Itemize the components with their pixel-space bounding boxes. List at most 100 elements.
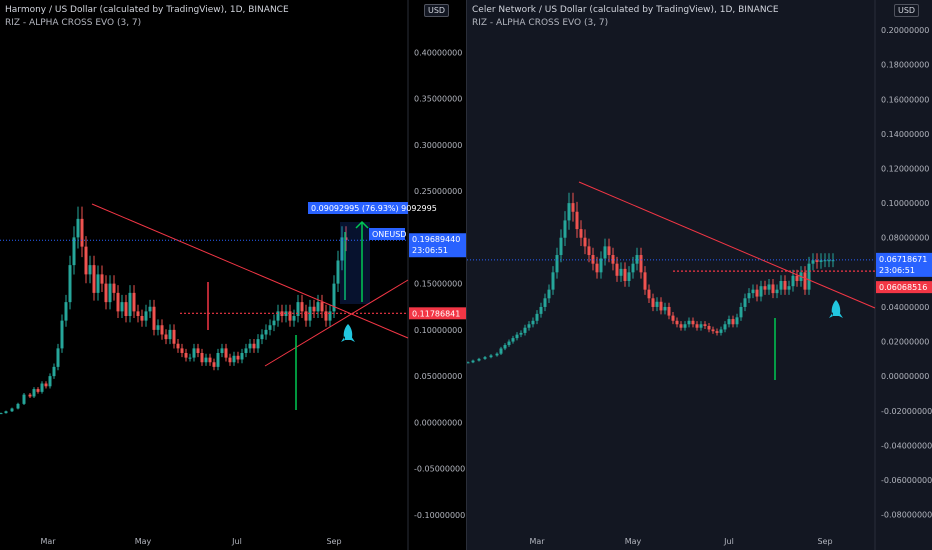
candle-body bbox=[156, 325, 160, 330]
candle-body bbox=[56, 348, 60, 367]
chart-legend-right: Celer Network / US Dollar (calculated by… bbox=[472, 4, 779, 30]
candle-body bbox=[595, 263, 599, 273]
candle-body bbox=[767, 284, 771, 290]
y-tick-label: 0.00000000 bbox=[881, 372, 929, 381]
candle-body bbox=[519, 332, 523, 335]
candle-body bbox=[76, 218, 80, 238]
candle-body bbox=[292, 316, 296, 321]
candle-body bbox=[84, 246, 88, 275]
candle-body bbox=[228, 357, 232, 363]
candle-body bbox=[100, 274, 104, 284]
candle-body bbox=[192, 348, 196, 358]
candle-body bbox=[344, 237, 348, 241]
candle-body bbox=[635, 255, 639, 264]
candle-body bbox=[603, 246, 607, 259]
candle-body bbox=[296, 302, 300, 316]
candle-body bbox=[276, 311, 280, 321]
candle-body bbox=[623, 268, 627, 281]
candle-body bbox=[36, 389, 40, 392]
candle-body bbox=[188, 357, 192, 359]
candle-body bbox=[627, 272, 631, 281]
y-tick-label: -0.05000000 bbox=[414, 465, 465, 474]
candle-body bbox=[599, 258, 603, 273]
candle-body bbox=[312, 306, 316, 312]
candle-body bbox=[88, 265, 92, 275]
candle-body bbox=[224, 348, 228, 358]
candle-body bbox=[32, 389, 36, 397]
current-price-tag bbox=[876, 252, 932, 277]
candle-body bbox=[643, 272, 647, 290]
candle-body bbox=[184, 353, 188, 358]
candle-body bbox=[477, 358, 481, 361]
candle-body bbox=[531, 320, 535, 325]
symbol-label: ONEUSD bbox=[372, 230, 406, 239]
candle-body bbox=[815, 260, 819, 262]
currency-button[interactable]: USD bbox=[424, 4, 450, 17]
candle-body bbox=[563, 220, 567, 238]
y-tick-label: 0.16000000 bbox=[881, 95, 929, 104]
chart-canvas-right[interactable]: 0.20000000 0.18000000 0.16000000 0.14000000… bbox=[467, 0, 932, 550]
level-price-tag bbox=[409, 307, 466, 320]
chart-panel-left[interactable]: Harmony / US Dollar (calculated by Tradi… bbox=[0, 0, 466, 550]
candle-body bbox=[28, 394, 32, 397]
candle-body bbox=[96, 274, 100, 293]
x-tick-label: Sep bbox=[817, 537, 832, 546]
candle-body bbox=[196, 348, 200, 353]
candle-body bbox=[112, 283, 116, 293]
y-tick-label: 0.02000000 bbox=[881, 338, 929, 347]
candle-body bbox=[300, 302, 304, 312]
candle-body bbox=[747, 293, 751, 299]
candle-body bbox=[467, 362, 470, 364]
candle-body bbox=[10, 408, 14, 412]
chart-canvas-left[interactable]: 0.40000000 0.35000000 0.30000000 0.25000000… bbox=[0, 0, 466, 550]
candle-body bbox=[136, 311, 140, 316]
candle-body bbox=[691, 320, 695, 325]
candle-body bbox=[499, 348, 503, 354]
candle-body bbox=[252, 343, 256, 349]
candle-body bbox=[527, 324, 531, 328]
candle-body bbox=[320, 302, 324, 312]
candle-body bbox=[16, 403, 20, 409]
candle-body bbox=[80, 218, 84, 247]
candle-body bbox=[647, 289, 651, 299]
candle-body bbox=[579, 229, 583, 238]
candle-body bbox=[523, 327, 527, 333]
candle-body bbox=[755, 289, 759, 297]
candle-body bbox=[827, 260, 831, 262]
candle-body bbox=[751, 289, 755, 294]
candle-body bbox=[823, 260, 827, 262]
candle-body bbox=[483, 357, 487, 359]
candle-body bbox=[200, 353, 204, 363]
measure-arrow-head bbox=[355, 220, 369, 229]
measure-label-bg bbox=[308, 202, 408, 214]
candle-body bbox=[489, 355, 493, 358]
y-tick-label: 0.08000000 bbox=[881, 234, 929, 243]
candle-body bbox=[727, 319, 731, 325]
candle-body bbox=[779, 280, 783, 290]
chart-panel-right[interactable]: Celer Network / US Dollar (calculated by… bbox=[466, 0, 932, 550]
candle-body bbox=[695, 324, 699, 328]
candle-body bbox=[587, 246, 591, 256]
candle-body bbox=[68, 265, 72, 303]
currency-button[interactable]: USD bbox=[894, 4, 920, 17]
x-tick-label: Sep bbox=[326, 537, 341, 546]
y-tick-label: 0.04000000 bbox=[881, 303, 929, 312]
candle-body bbox=[547, 289, 551, 299]
candle-body bbox=[539, 306, 543, 314]
candle-body bbox=[663, 306, 667, 311]
candle-body bbox=[132, 292, 136, 312]
y-tick-label: 0.30000000 bbox=[414, 141, 462, 150]
countdown-text: 23:06:51 bbox=[412, 246, 448, 255]
candle-body bbox=[272, 320, 276, 326]
rocket-icon bbox=[341, 324, 355, 342]
candle-body bbox=[559, 237, 563, 256]
candle-body bbox=[316, 302, 320, 312]
candle-body bbox=[495, 353, 499, 356]
y-tick-label: 0.40000000 bbox=[414, 48, 462, 57]
candle-body bbox=[575, 211, 579, 230]
candle-body bbox=[128, 292, 132, 316]
candle-body bbox=[543, 298, 547, 307]
candle-body bbox=[739, 306, 743, 318]
candle-body bbox=[775, 289, 779, 294]
candle-body bbox=[164, 334, 168, 340]
